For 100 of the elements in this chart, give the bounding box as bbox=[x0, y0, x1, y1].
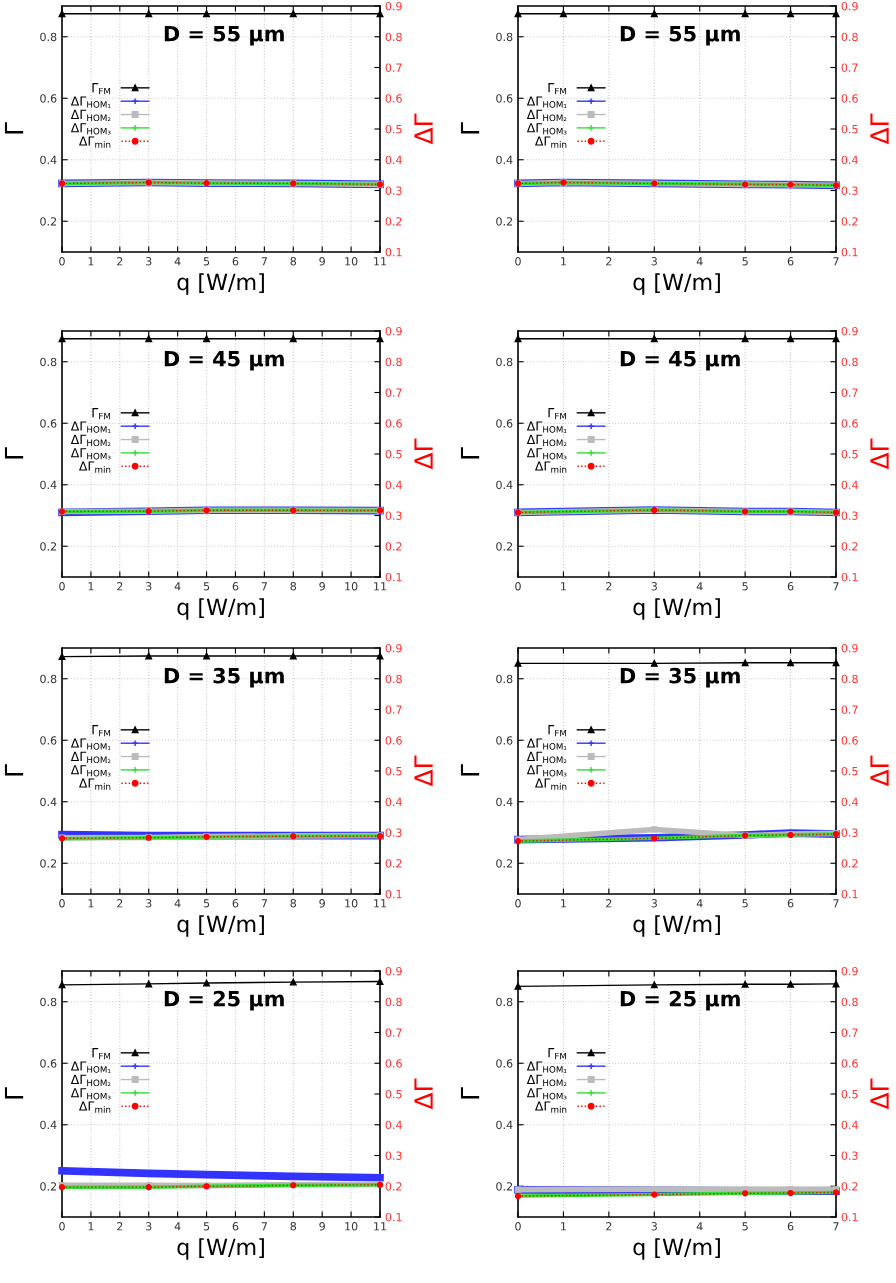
legend-label: ΔΓ$_{HOM₂}$ bbox=[526, 751, 567, 764]
x-tick-label: 6 bbox=[232, 899, 239, 908]
y-tick-label: 0.8 bbox=[40, 32, 57, 42]
legend-label: ΔΓ$_{min}$ bbox=[534, 778, 567, 790]
x-tick-label: 9 bbox=[319, 257, 325, 266]
y-tick-label: 0.4 bbox=[40, 1120, 57, 1130]
y-tick-label: 0.2 bbox=[40, 542, 57, 551]
legend-label: Γ$_{FM}$ bbox=[548, 83, 567, 95]
y2-tick-label: 0.6 bbox=[841, 94, 858, 103]
legend-label: ΔΓ$_{HOM₁}$ bbox=[70, 96, 111, 108]
x-tick-label: 8 bbox=[290, 899, 297, 908]
y-tick-label: 0.6 bbox=[496, 1059, 513, 1068]
legend-label: ΔΓ$_{HOM₁}$ bbox=[526, 96, 567, 108]
y2-tick-label: 0.5 bbox=[841, 124, 858, 134]
x-tick-label: 0 bbox=[515, 1222, 521, 1231]
x-tick-label: 11 bbox=[374, 257, 387, 266]
y2-tick-label: 0.4 bbox=[841, 155, 858, 165]
y2-tick-label: 0.3 bbox=[841, 1151, 858, 1160]
y-tick-label: 0.2 bbox=[496, 217, 513, 226]
x-axis-title: q [W/m] bbox=[633, 273, 720, 295]
x-tick-label: 3 bbox=[146, 257, 152, 266]
x-tick-label: 0 bbox=[59, 899, 65, 908]
x-tick-label: 1 bbox=[88, 257, 94, 266]
y2-tick-label: 0.8 bbox=[385, 357, 402, 367]
x-axis-title: q [W/m] bbox=[177, 1238, 264, 1260]
y2-tick-label: 0.1 bbox=[385, 1212, 402, 1222]
x-tick-label: 2 bbox=[606, 582, 612, 591]
legend-label: ΔΓ$_{HOM₃}$ bbox=[526, 1088, 567, 1100]
y-axis-title: Γ bbox=[460, 122, 480, 134]
legend-label: ΔΓ$_{HOM₂}$ bbox=[526, 109, 567, 122]
x-tick-label: 1 bbox=[561, 257, 566, 266]
x-tick-label: 0 bbox=[515, 257, 521, 266]
x-tick-label: 8 bbox=[290, 582, 297, 591]
y2-tick-label: 0.6 bbox=[841, 736, 858, 745]
x-tick-label: 6 bbox=[232, 582, 239, 591]
y2-tick-label: 0.7 bbox=[841, 388, 858, 397]
y-tick-label: 0.4 bbox=[40, 797, 57, 807]
x-tick-label: 4 bbox=[174, 582, 181, 591]
legend-label: ΔΓ$_{HOM₂}$ bbox=[70, 1074, 111, 1087]
legend-label: Γ$_{FM}$ bbox=[548, 1048, 567, 1060]
y-tick-label: 0.8 bbox=[496, 32, 513, 42]
legend-label: ΔΓ$_{HOM₂}$ bbox=[70, 109, 111, 122]
y2-tick-label: 0.6 bbox=[841, 1059, 858, 1068]
y2-tick-label: 0.4 bbox=[385, 797, 402, 807]
y2-tick-label: 0.3 bbox=[385, 1151, 402, 1160]
y2-tick-label: 0.3 bbox=[841, 511, 858, 520]
x-tick-label: 10 bbox=[345, 582, 358, 591]
legend-label: ΔΓ$_{HOM₂}$ bbox=[70, 434, 111, 447]
y-axis-title: Γ bbox=[4, 1087, 24, 1099]
x-tick-label: 4 bbox=[174, 899, 181, 908]
x-tick-label: 4 bbox=[174, 1222, 181, 1231]
legend-label: ΔΓ$_{HOM₁}$ bbox=[70, 738, 111, 750]
y2-tick-label: 0.2 bbox=[841, 217, 858, 226]
x-tick-label: 3 bbox=[146, 899, 152, 908]
x-tick-label: 1 bbox=[88, 899, 94, 908]
y2-tick-label: 0.8 bbox=[841, 32, 858, 42]
y-tick-label: 0.6 bbox=[40, 419, 57, 428]
x-tick-label: 1 bbox=[561, 899, 566, 908]
x-tick-label: 11 bbox=[374, 899, 387, 908]
y-tick-label: 0.2 bbox=[496, 1182, 513, 1191]
x-axis-title: q [W/m] bbox=[633, 598, 720, 620]
y-tick-label: 0.2 bbox=[496, 859, 513, 868]
y2-tick-label: 0.2 bbox=[385, 542, 402, 551]
y2-tick-label: 0.7 bbox=[841, 1028, 858, 1037]
x-tick-label: 6 bbox=[787, 257, 794, 266]
y2-tick-label: 0.9 bbox=[841, 966, 858, 976]
legend-label: ΔΓ$_{min}$ bbox=[78, 1101, 111, 1113]
y2-axis-title: ΔΓ bbox=[870, 755, 889, 787]
y2-tick-label: 0.9 bbox=[385, 966, 402, 976]
text: D = 45 μm bbox=[620, 351, 740, 371]
x-tick-label: 6 bbox=[232, 1222, 239, 1231]
x-tick-label: 2 bbox=[117, 1222, 123, 1231]
legend-label: ΔΓ$_{HOM₁}$ bbox=[526, 738, 567, 750]
x-tick-label: 6 bbox=[232, 257, 239, 266]
y2-tick-label: 0.8 bbox=[385, 32, 402, 42]
text: D = 55 μm bbox=[620, 26, 740, 46]
x-axis-title: q [W/m] bbox=[177, 273, 264, 295]
x-axis-title: q [W/m] bbox=[633, 915, 720, 937]
x-tick-label: 4 bbox=[174, 257, 181, 266]
y2-tick-label: 0.4 bbox=[385, 155, 402, 165]
y-axis-title: Γ bbox=[4, 764, 24, 776]
y2-tick-label: 0.4 bbox=[841, 480, 858, 490]
y2-tick-label: 0.5 bbox=[841, 449, 858, 459]
legend-label: ΔΓ$_{min}$ bbox=[534, 136, 567, 148]
x-tick-label: 3 bbox=[651, 899, 657, 908]
legend-label: ΔΓ$_{HOM₂}$ bbox=[70, 751, 111, 764]
x-tick-label: 3 bbox=[146, 1222, 152, 1231]
x-tick-label: 7 bbox=[261, 1222, 267, 1231]
y2-tick-label: 0.6 bbox=[385, 736, 402, 745]
legend-label: ΔΓ$_{HOM₃}$ bbox=[70, 1088, 111, 1100]
y2-tick-label: 0.7 bbox=[385, 705, 402, 714]
x-tick-label: 5 bbox=[203, 257, 210, 266]
x-tick-label: 3 bbox=[146, 582, 152, 591]
y2-axis-title: ΔΓ bbox=[414, 755, 433, 787]
y2-tick-label: 0.6 bbox=[385, 1059, 402, 1068]
y-tick-label: 0.8 bbox=[496, 674, 513, 684]
text: D = 55 μm bbox=[164, 26, 284, 46]
x-tick-label: 7 bbox=[833, 1222, 839, 1231]
y-tick-label: 0.2 bbox=[496, 542, 513, 551]
x-tick-label: 2 bbox=[117, 582, 123, 591]
